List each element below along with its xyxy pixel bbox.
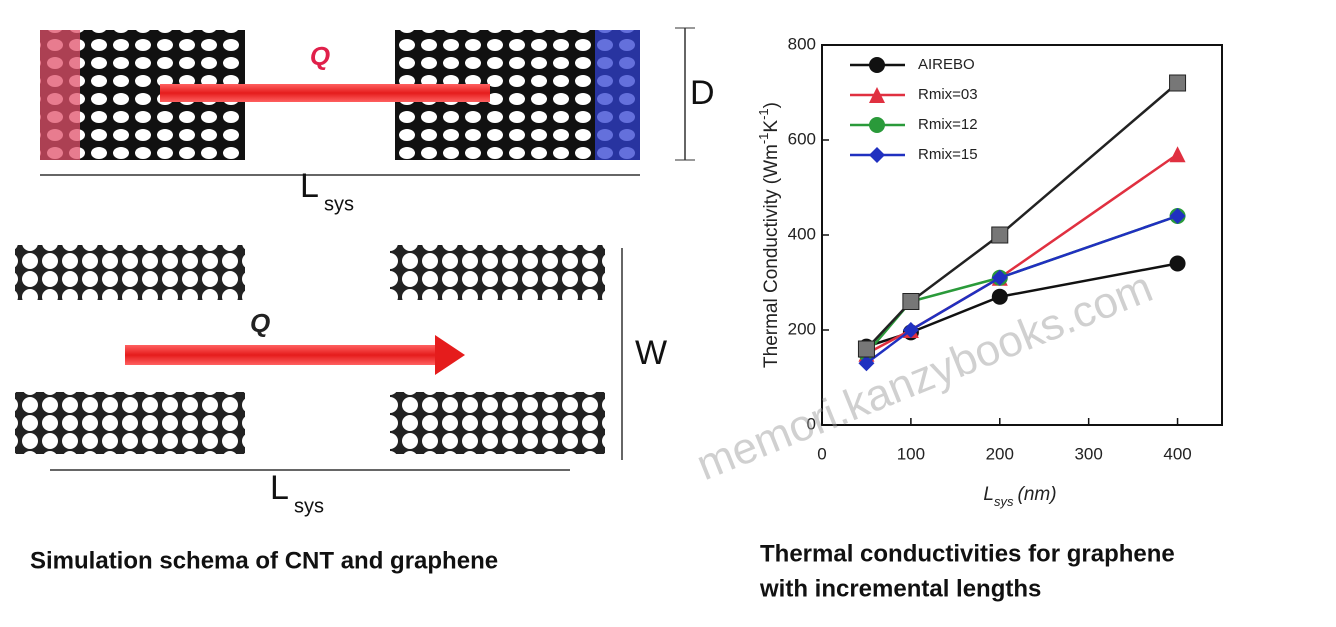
- x-axis-label-part: (nm): [1018, 484, 1057, 505]
- length-label: L: [300, 167, 319, 205]
- x-axis-label-part: sys: [994, 494, 1014, 509]
- y-axis-label-part: K: [761, 120, 782, 133]
- x-axis-label-part: L: [983, 484, 994, 505]
- y-axis-label-part: Thermal Conductivity (Wm: [761, 144, 782, 368]
- y-tick-label: 400: [788, 224, 816, 243]
- x-tick-label: 100: [897, 444, 925, 463]
- y-axis-label-part: ): [761, 102, 782, 108]
- length-subscript: sys: [324, 193, 354, 215]
- heat-label: Q: [250, 308, 270, 338]
- legend-label: Rmix=15: [918, 146, 978, 163]
- length-subscript: sys: [294, 495, 324, 517]
- legend-label: Rmix=12: [918, 116, 978, 133]
- marker: [1170, 75, 1186, 91]
- width-label: W: [635, 334, 667, 372]
- marker: [992, 227, 1008, 243]
- marker: [903, 294, 919, 310]
- x-tick-label: 200: [986, 444, 1014, 463]
- y-axis-label-part: -1: [756, 133, 771, 145]
- x-tick-label: 300: [1074, 444, 1102, 463]
- caption: Simulation schema of CNT and graphene: [30, 547, 498, 574]
- marker: [1170, 256, 1186, 272]
- y-tick-label: 800: [788, 34, 816, 53]
- x-tick-label: 0: [817, 444, 826, 463]
- marker: [858, 341, 874, 357]
- marker: [992, 289, 1008, 305]
- legend-label: Rmix=03: [918, 86, 978, 103]
- marker: [869, 117, 885, 133]
- diameter-label: D: [690, 74, 715, 112]
- y-tick-label: 600: [788, 129, 816, 148]
- chart-caption: with incremental lengths: [759, 575, 1041, 602]
- y-tick-label: 200: [788, 319, 816, 338]
- marker: [869, 57, 885, 73]
- legend-label: AIREBO: [918, 56, 975, 73]
- y-axis-label-part: -1: [756, 108, 771, 120]
- heat-label: Q: [310, 41, 330, 71]
- chart-caption: Thermal conductivities for graphene: [760, 540, 1175, 567]
- figure: Q D L sys Q W L sys Simulation schema of…: [0, 0, 1336, 622]
- length-label: L: [270, 469, 289, 507]
- x-tick-label: 400: [1163, 444, 1191, 463]
